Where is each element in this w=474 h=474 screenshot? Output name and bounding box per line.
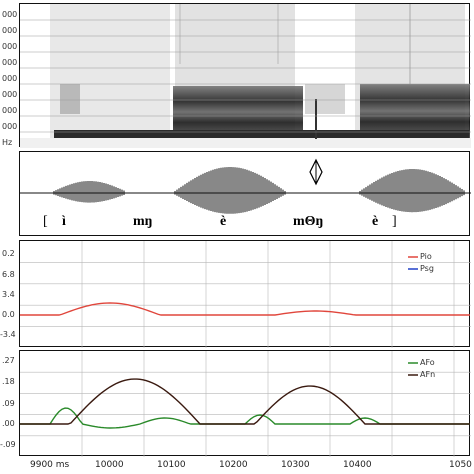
- legend-label: Psg: [420, 264, 434, 273]
- afn-curve: [20, 378, 470, 425]
- cursor-marker-icon[interactable]: [309, 158, 323, 186]
- spectrogram-ytick: 000: [2, 90, 18, 99]
- spectrogram-ytick: 000: [2, 74, 18, 83]
- grid-lines: [20, 351, 471, 457]
- pressure-ytick: 3.4: [2, 290, 15, 299]
- spectrogram-image: [20, 4, 471, 148]
- flow-ytick: .00: [2, 419, 15, 428]
- legend-item-afn: AFn: [420, 370, 435, 379]
- pressure-ytick: 0.2: [2, 249, 15, 258]
- flow-ytick: .27: [2, 356, 15, 365]
- spectrogram-ytick: 000: [2, 42, 18, 51]
- waveform-panel[interactable]: [19, 151, 471, 236]
- spectrogram-ytick: 000: [2, 106, 18, 115]
- pressure-panel[interactable]: [19, 240, 471, 348]
- spectrogram-ytick: 000: [2, 58, 18, 67]
- legend-item-afo: AFo: [420, 358, 435, 367]
- pressure-ytick: 6.8: [2, 270, 15, 279]
- spectrogram-ytick: 000: [2, 122, 18, 131]
- x-axis-tick-label: 9900 ms: [30, 460, 70, 470]
- flow-ytick: -.09: [0, 440, 16, 449]
- legend-label: AFo: [420, 358, 435, 367]
- pressure-ytick: 0.0: [2, 310, 15, 319]
- transcription-segment: è: [372, 214, 379, 229]
- waveform-graph: [20, 158, 471, 214]
- flow-ytick: .09: [2, 399, 15, 408]
- flow-ytick: .18: [2, 377, 15, 386]
- spectrogram-panel[interactable]: [19, 3, 471, 148]
- transcription-segment: mΘŋ: [293, 214, 324, 229]
- x-axis-tick-label: 10400: [343, 460, 372, 470]
- legend-item-psg: Psg: [420, 264, 434, 273]
- spectrogram-ytick: 000: [2, 26, 18, 35]
- spectrogram-unit-label: Hz: [2, 138, 13, 147]
- pressure-graph: [20, 241, 471, 348]
- x-axis-tick-label: 10200: [219, 460, 248, 470]
- transcription-bracket-open: [: [43, 214, 48, 229]
- legend-item-pio: Pio: [420, 252, 432, 261]
- waveform-trace: [53, 167, 465, 214]
- transcription-segment: mŋ: [133, 214, 153, 229]
- legend-label: AFn: [420, 370, 436, 379]
- spectrogram-ytick: 000: [2, 10, 18, 19]
- transcription-bracket-close: ]: [392, 214, 397, 229]
- transcription-segment: ì: [62, 214, 66, 229]
- flow-graph: [20, 351, 471, 457]
- x-axis-tick-label: 10000: [95, 460, 124, 470]
- pio-curve: [20, 302, 470, 316]
- afo-curve: [20, 407, 470, 429]
- x-axis-tick-label: 10300: [281, 460, 310, 470]
- legend-label: Pio: [420, 252, 432, 261]
- grid-lines: [20, 241, 471, 348]
- pressure-ytick: -3.4: [0, 330, 16, 339]
- x-axis-tick-label: 10100: [157, 460, 186, 470]
- transcription-segment: è: [220, 214, 227, 229]
- flow-panel[interactable]: [19, 350, 471, 457]
- x-axis-tick-label: 1050: [449, 460, 472, 470]
